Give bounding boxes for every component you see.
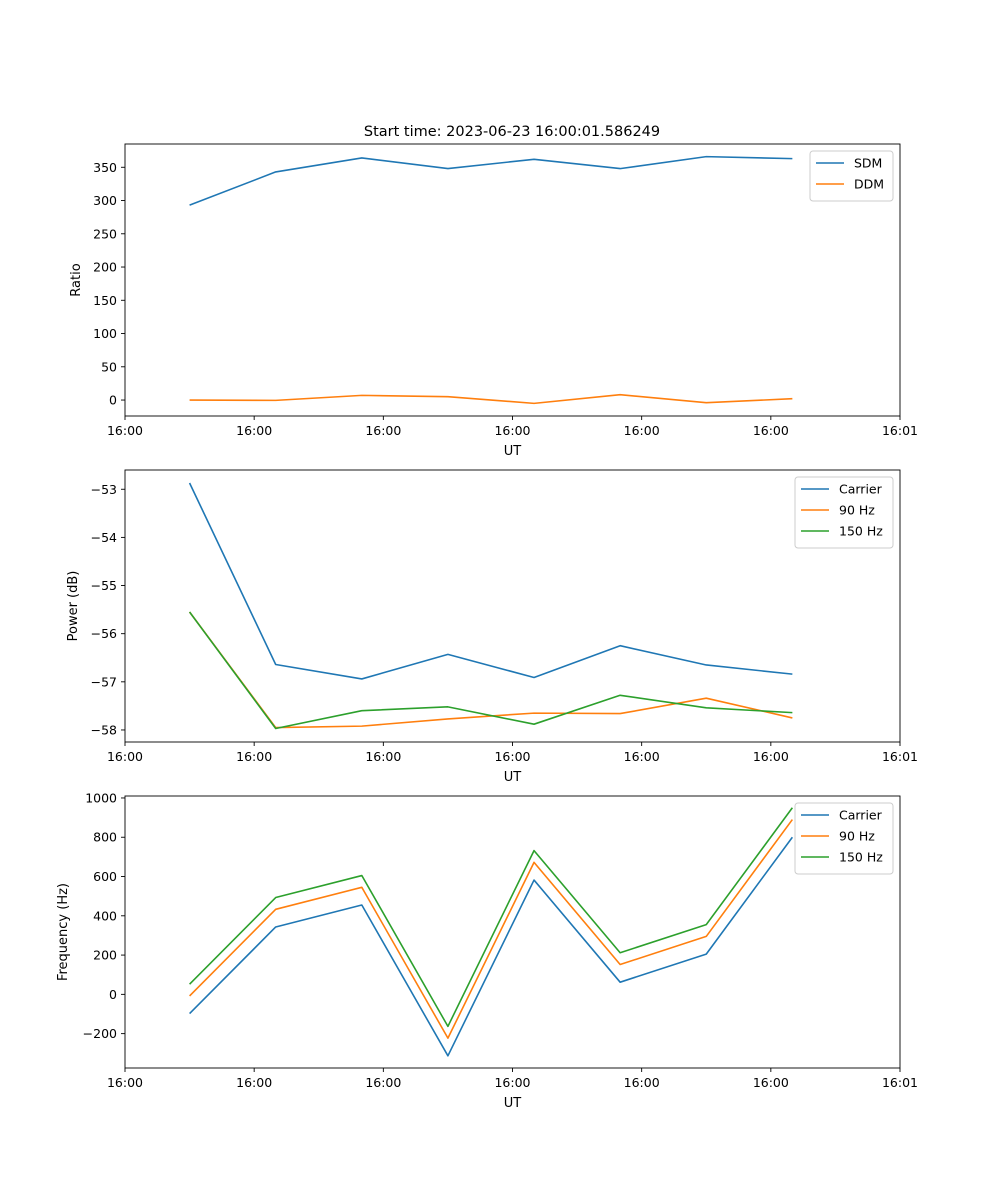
x-tick-label: 16:00 xyxy=(624,749,660,764)
x-axis-label: UT xyxy=(504,444,522,459)
x-tick-label: 16:00 xyxy=(365,749,401,764)
x-tick-label: 16:01 xyxy=(882,423,918,438)
legend-label: SDM xyxy=(854,156,882,171)
y-tick-label: 1000 xyxy=(85,790,117,805)
y-tick-label: 250 xyxy=(93,226,117,241)
y-tick-label: 0 xyxy=(109,393,117,408)
y-tick-label: 50 xyxy=(101,359,117,374)
series-line-sdm xyxy=(189,155,793,206)
y-tick-label: 600 xyxy=(93,869,117,884)
series-line-ddm xyxy=(189,393,793,405)
series-line-90-hz xyxy=(189,819,794,1039)
y-tick-label: 150 xyxy=(93,293,117,308)
y-axis-label: Ratio xyxy=(69,263,84,296)
x-tick-label: 16:00 xyxy=(494,423,530,438)
series-line-carrier xyxy=(189,836,794,1057)
x-axis-label: UT xyxy=(504,770,522,785)
series-line-150-hz xyxy=(188,611,793,730)
legend-label: 90 Hz xyxy=(839,503,875,518)
subplot-3: 16:00 16:00 16:00 16:00 16:00 16:00 16:01 −200 0… xyxy=(56,790,918,1111)
x-tick-label: 16:00 xyxy=(494,749,530,764)
axes-frame xyxy=(124,469,901,743)
x-tick-label: 16:01 xyxy=(882,749,918,764)
y-tick-label: −200 xyxy=(83,1026,117,1041)
legend-label: 150 Hz xyxy=(839,524,883,539)
y-axis-label: Frequency (Hz) xyxy=(56,883,71,981)
y-tick-label: −57 xyxy=(91,674,117,689)
y-tick-label: 400 xyxy=(93,908,117,923)
x-tick-label: 16:00 xyxy=(107,423,143,438)
legend-label: 150 Hz xyxy=(839,850,883,865)
legend-label: DDM xyxy=(854,177,884,192)
y-tick-label: −56 xyxy=(91,626,117,641)
x-tick-label: 16:00 xyxy=(365,1075,401,1090)
y-tick-label: 0 xyxy=(109,987,117,1002)
figure-title: Start time: 2023-06-23 16:00:01.586249 xyxy=(364,124,660,140)
y-tick-label: −55 xyxy=(91,578,117,593)
x-tick-label: 16:01 xyxy=(882,1075,918,1090)
x-tick-label: 16:00 xyxy=(365,423,401,438)
subplot-1: 16:00 16:00 16:00 16:00 16:00 16:00 16:01 0 50 10… xyxy=(69,143,918,459)
series-line-150-hz xyxy=(189,807,794,1028)
series-line-90-hz xyxy=(188,611,793,729)
y-tick-label: 200 xyxy=(93,948,117,963)
x-tick-label: 16:00 xyxy=(753,749,789,764)
series-line-carrier xyxy=(188,482,793,680)
x-tick-label: 16:00 xyxy=(236,423,272,438)
legend: Carrier 90 Hz 150 Hz xyxy=(794,476,894,549)
y-tick-label: 100 xyxy=(93,326,117,341)
x-tick-label: 16:00 xyxy=(236,749,272,764)
x-tick-label: 16:00 xyxy=(753,1075,789,1090)
legend: SDM DDM xyxy=(809,150,894,202)
y-tick-label: 300 xyxy=(93,193,117,208)
legend-label: Carrier xyxy=(839,482,883,497)
x-tick-label: 16:00 xyxy=(236,1075,272,1090)
x-tick-label: 16:00 xyxy=(107,1075,143,1090)
y-tick-label: −54 xyxy=(91,530,117,545)
y-tick-label: 800 xyxy=(93,830,117,845)
x-tick-label: 16:00 xyxy=(624,423,660,438)
legend-label: 90 Hz xyxy=(839,829,875,844)
x-axis-label: UT xyxy=(504,1096,522,1111)
subplot-2: 16:00 16:00 16:00 16:00 16:00 16:00 16:01 −58 −5… xyxy=(66,469,918,785)
y-axis-label: Power (dB) xyxy=(66,571,81,642)
x-tick-label: 16:00 xyxy=(753,423,789,438)
y-tick-label: 350 xyxy=(93,160,117,175)
y-tick-label: −58 xyxy=(91,722,117,737)
x-tick-label: 16:00 xyxy=(624,1075,660,1090)
x-tick-label: 16:00 xyxy=(494,1075,530,1090)
y-tick-label: −53 xyxy=(91,482,117,497)
legend: Carrier 90 Hz 150 Hz xyxy=(794,802,894,875)
legend-label: Carrier xyxy=(839,808,883,823)
x-tick-label: 16:00 xyxy=(107,749,143,764)
y-tick-label: 200 xyxy=(93,260,117,275)
